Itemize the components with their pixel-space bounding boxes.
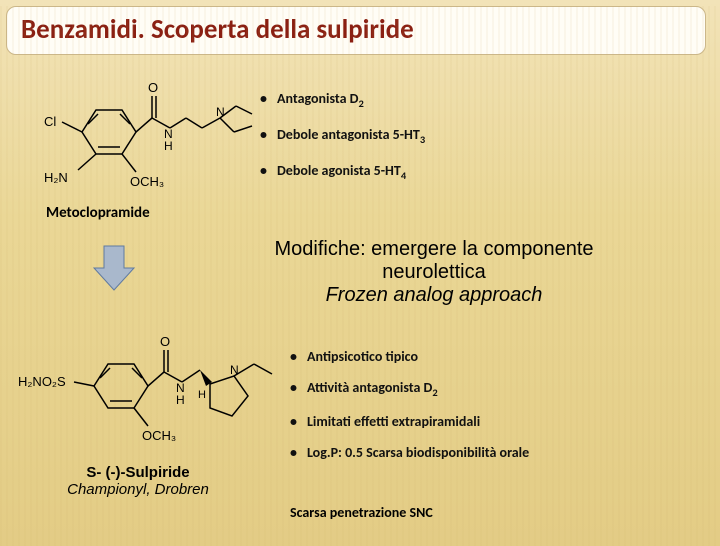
atom-h: H bbox=[164, 139, 173, 153]
slide-title-box: Benzamidi. Scoperta della sulpiride bbox=[6, 6, 706, 55]
atom-n2: N bbox=[216, 105, 225, 119]
atom-cl: Cl bbox=[44, 114, 56, 129]
atom-nh2: H₂N bbox=[44, 170, 68, 185]
atom-n-ring: N bbox=[230, 363, 239, 377]
bullets-sulpiride: Antipsicotico tipico Attività antagonist… bbox=[290, 348, 529, 475]
atom-o: O bbox=[148, 80, 158, 95]
sulpiride-brands: Championyl, Drobren bbox=[38, 481, 238, 498]
atom-och3-2: OCH₃ bbox=[142, 428, 176, 443]
label-sulpiride: S- (-)-Sulpiride Championyl, Drobren bbox=[38, 464, 238, 498]
atom-och3: OCH₃ bbox=[130, 174, 164, 189]
sulpiride-name: S- (-)-Sulpiride bbox=[38, 464, 238, 481]
slide-title: Benzamidi. Scoperta della sulpiride bbox=[21, 13, 691, 46]
atom-h-2: H bbox=[176, 393, 185, 407]
molecule-metoclopramide: Cl H₂N OCH₃ O N H N bbox=[30, 72, 260, 202]
down-arrow-icon bbox=[92, 242, 136, 294]
bullet-item: Antagonista D2 bbox=[260, 90, 425, 110]
mod-line2: neurolettica bbox=[174, 261, 694, 284]
extra-line: Scarsa penetrazione SNC bbox=[290, 504, 433, 521]
bullet-item: Debole antagonista 5-HT3 bbox=[260, 126, 425, 146]
modifications-block: Modifiche: emergere la componente neurol… bbox=[174, 238, 694, 307]
bullet-item: Log.P: 0.5 Scarsa biodisponibilità orale bbox=[290, 444, 529, 461]
label-metoclopramide: Metoclopramide bbox=[46, 204, 150, 222]
mod-line1: Modifiche: emergere la componente bbox=[174, 238, 694, 261]
atom-h-stereo: H bbox=[198, 389, 206, 401]
molecule-sulpiride: H₂NO₂S OCH₃ O N H N H bbox=[16, 324, 286, 464]
bullet-item: Antipsicotico tipico bbox=[290, 348, 529, 365]
atom-so2: H₂NO₂S bbox=[18, 374, 66, 389]
mod-line3: Frozen analog approach bbox=[174, 284, 694, 307]
bullet-item: Attività antagonista D2 bbox=[290, 379, 529, 399]
bullet-item: Limitati effetti extrapiramidali bbox=[290, 413, 529, 430]
bullets-metoclopramide: Antagonista D2 Debole antagonista 5-HT3 … bbox=[260, 90, 425, 197]
atom-o-2: O bbox=[160, 334, 170, 349]
bullet-item: Debole agonista 5-HT4 bbox=[260, 162, 425, 182]
